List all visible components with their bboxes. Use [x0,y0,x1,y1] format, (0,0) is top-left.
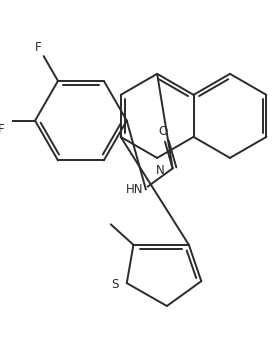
Text: N: N [156,164,164,177]
Text: HN: HN [126,183,143,196]
Text: F: F [0,122,4,136]
Text: S: S [112,278,119,291]
Text: F: F [35,41,42,54]
Text: O: O [159,125,168,138]
